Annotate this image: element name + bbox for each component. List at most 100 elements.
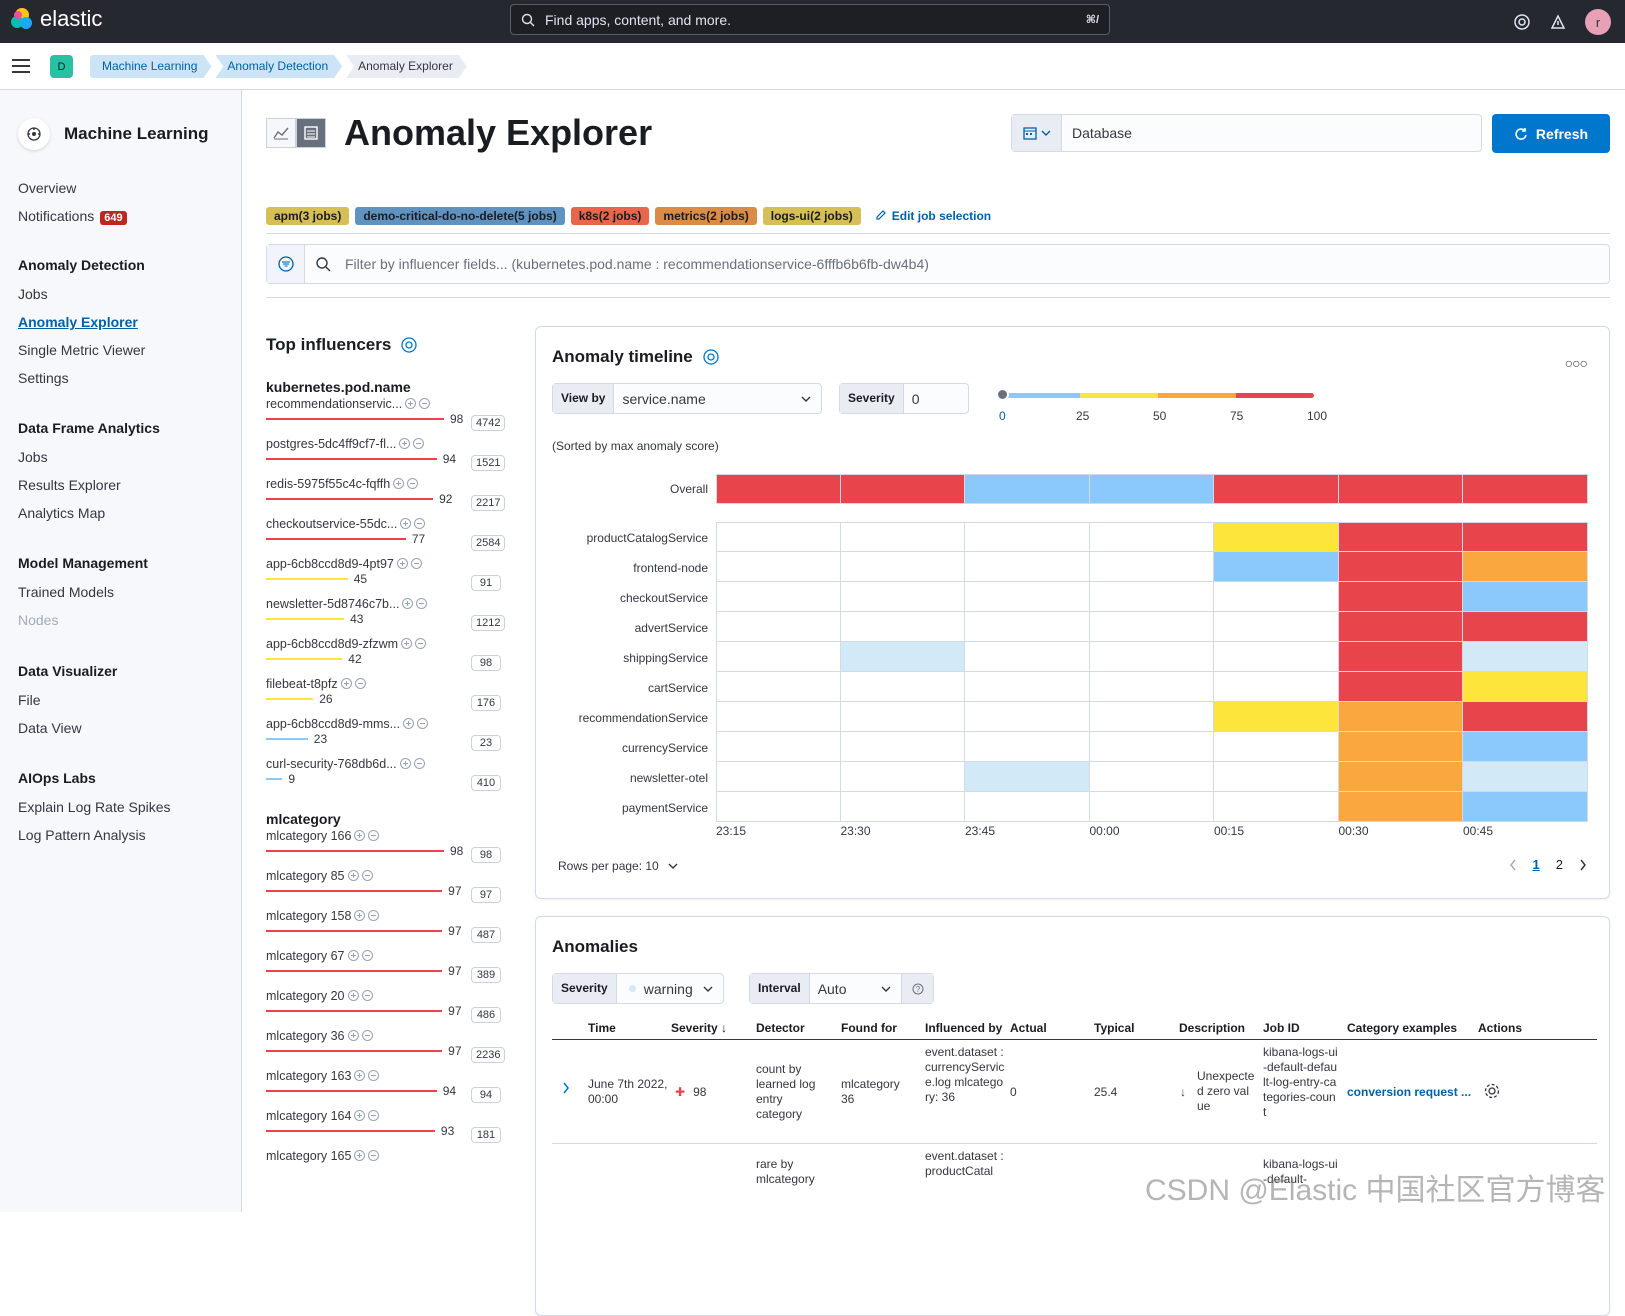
filter-for-icon[interactable] [347,870,359,881]
heatmap-cell[interactable] [840,702,965,732]
influencer-value[interactable]: mlcategory 164 [266,1109,380,1123]
single-metric-view-button[interactable] [266,118,296,148]
column-header[interactable]: Detector [756,1021,805,1035]
heatmap-cell[interactable] [716,672,841,702]
sidebar-item-notifications[interactable]: Notifications 649 [18,208,127,225]
heatmap-cell[interactable] [1089,612,1214,642]
heatmap-cell[interactable] [1463,792,1588,822]
severity-slider[interactable]: 0 25 50 75 100 [996,387,1327,427]
job-badge[interactable]: demo-critical-do-no-delete(5 jobs) [355,207,565,225]
heatmap-cell[interactable] [965,612,1090,642]
filter-out-icon[interactable] [368,910,380,921]
heatmap-cell[interactable] [1089,582,1214,612]
filter-for-icon[interactable] [340,678,352,689]
heatmap-cell[interactable] [1089,642,1214,672]
filter-for-icon[interactable] [405,398,417,409]
filter-out-icon[interactable] [361,990,373,1001]
filter-for-icon[interactable] [399,438,411,449]
category-examples-link[interactable]: conversion request ... [1347,1085,1472,1099]
sidebar-item-file[interactable]: File [18,692,41,708]
date-quick-menu-button[interactable] [1012,115,1062,151]
filter-for-icon[interactable] [393,478,405,489]
chevron-right-icon[interactable] [562,1082,570,1094]
influencer-value[interactable]: app-6cb8ccd8d9-4pt97 [266,557,422,571]
filter-out-icon[interactable] [414,518,426,529]
heatmap-cell[interactable] [840,642,965,672]
user-avatar[interactable]: r [1585,9,1611,35]
heatmap-cell[interactable] [1214,612,1339,642]
heatmap-cell[interactable] [965,522,1090,552]
heatmap-cell[interactable] [1463,732,1588,762]
sidebar-item-single-metric-viewer[interactable]: Single Metric Viewer [18,342,146,358]
heatmap-cell[interactable] [1463,702,1588,732]
column-header[interactable]: Description [1179,1021,1245,1035]
gear-icon[interactable] [1484,1083,1500,1099]
filter-for-icon[interactable] [347,990,359,1001]
anomaly-severity-select[interactable]: Severity warning [552,973,724,1004]
influencer-value[interactable]: postgres-5dc4ff9cf7-fl... [266,437,425,451]
influencer-value[interactable]: mlcategory 67 [266,949,373,963]
influencer-value[interactable]: newsletter-5d8746c7b... [266,597,428,611]
influencer-value[interactable]: mlcategory 36 [266,1029,373,1043]
heatmap-cell[interactable] [716,702,841,732]
heatmap-cell[interactable] [1338,672,1463,702]
column-header[interactable]: Typical [1094,1021,1134,1035]
heatmap-cell[interactable] [1463,582,1588,612]
heatmap-cell[interactable] [1214,732,1339,762]
info-icon[interactable] [401,337,417,353]
heatmap-cell[interactable] [965,732,1090,762]
heatmap-cell[interactable] [1089,672,1214,702]
heatmap-cell[interactable] [1214,552,1339,582]
heatmap-cell[interactable] [965,762,1090,792]
column-header[interactable]: Found for [841,1021,897,1035]
heatmap-cell[interactable] [1463,642,1588,672]
influencer-value[interactable]: checkoutservice-55dc... [266,517,426,531]
influencer-value[interactable]: mlcategory 158 [266,909,380,923]
filter-for-icon[interactable] [354,1070,366,1081]
influencer-value[interactable]: curl-security-768db6d... [266,757,425,771]
influencer-value[interactable]: mlcategory 163 [266,1069,380,1083]
filter-for-icon[interactable] [354,1150,366,1161]
heatmap-cell[interactable] [1463,522,1588,552]
edit-job-selection-link[interactable]: Edit job selection [875,209,991,223]
heatmap-cell[interactable] [1214,672,1339,702]
page-2-button[interactable]: 2 [1555,857,1563,872]
heatmap-cell[interactable] [1214,522,1339,552]
influencer-value[interactable]: filebeat-t8pfz [266,677,366,691]
heatmap-cell[interactable] [965,552,1090,582]
heatmap-cell[interactable] [965,474,1090,504]
filter-out-icon[interactable] [415,638,427,649]
heatmap-cell[interactable] [840,582,965,612]
heatmap-cell[interactable] [716,522,841,552]
view-by-select[interactable]: View by service.name [552,383,822,414]
heatmap-cell[interactable] [1214,792,1339,822]
filter-out-icon[interactable] [361,870,373,881]
heatmap-cell[interactable] [1338,732,1463,762]
influencer-value[interactable]: app-6cb8ccd8d9-zfzwm [266,637,427,651]
filter-out-icon[interactable] [413,438,425,449]
heatmap-cell[interactable] [840,732,965,762]
influencer-value[interactable]: app-6cb8ccd8d9-mms... [266,717,429,731]
heatmap-cell[interactable] [1089,522,1214,552]
rows-per-page-select[interactable]: Rows per page: 10 [558,859,678,873]
filter-out-icon[interactable] [416,598,428,609]
global-search-input[interactable]: Find apps, content, and more. ⌘/ [510,4,1110,35]
heatmap-cell[interactable] [1338,792,1463,822]
sidebar-item-dfa-jobs[interactable]: Jobs [18,449,48,465]
filter-out-icon[interactable] [419,398,431,409]
filter-out-icon[interactable] [368,1150,380,1161]
heatmap-cell[interactable] [1463,762,1588,792]
heatmap-cell[interactable] [1214,702,1339,732]
elastic-logo[interactable]: elastic [10,6,102,32]
heatmap-cell[interactable] [965,792,1090,822]
filter-out-icon[interactable] [354,678,366,689]
anomaly-explorer-view-button[interactable] [296,118,326,148]
influencer-value[interactable]: mlcategory 165 [266,1149,380,1163]
sidebar-item-overview[interactable]: Overview [18,180,77,196]
more-options-icon[interactable]: ○○○ [1564,355,1588,371]
sidebar-item-explain-log-rate-spikes[interactable]: Explain Log Rate Spikes [18,799,171,815]
heatmap-cell[interactable] [1089,474,1214,504]
heatmap-cell[interactable] [965,642,1090,672]
influencer-value[interactable]: redis-5975f55c4c-fqffh [266,477,419,491]
sidebar-item-settings[interactable]: Settings [18,370,69,386]
